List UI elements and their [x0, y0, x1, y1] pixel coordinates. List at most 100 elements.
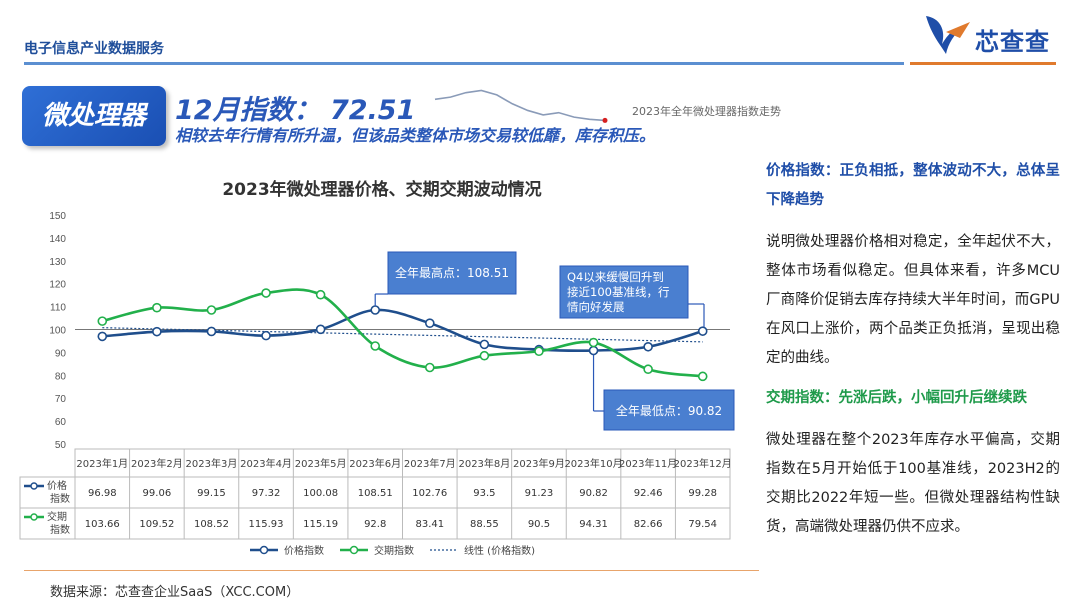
- x-tick-label: 2023年3月: [186, 457, 238, 470]
- y-tick-label: 60: [55, 417, 67, 428]
- table-cell: 83.41: [415, 519, 444, 530]
- data-point: [206, 305, 217, 315]
- table-cell: 103.66: [85, 519, 120, 530]
- max-callout-label: 全年最高点：108.51: [395, 265, 509, 280]
- table-cell: 100.08: [303, 488, 338, 499]
- x-tick-label: 2023年4月: [240, 457, 292, 470]
- data-point: [261, 330, 271, 341]
- x-tick-label: 2023年7月: [404, 457, 456, 470]
- sparkline-last-point: [602, 117, 608, 123]
- x-tick-label: 2023年5月: [295, 457, 347, 470]
- legend-marker: [349, 545, 359, 555]
- table-cell: 91.23: [525, 488, 554, 499]
- row-label-suffix: 指数: [50, 523, 70, 536]
- data-point: [315, 289, 326, 300]
- price-index-text: 说明微处理器价格相对稳定，全年起伏不大，整体市场看似稳定。但具体来看，许多MCU…: [766, 234, 1060, 366]
- table-cell: 99.15: [197, 488, 226, 499]
- table-cell: 94.31: [579, 519, 608, 530]
- sparkline-path: [434, 89, 606, 122]
- min-callout-box: [603, 389, 735, 431]
- row-legend-marker: [30, 513, 38, 521]
- data-point: [534, 346, 544, 357]
- data-point: [97, 316, 108, 326]
- table-cell: 108.51: [358, 488, 393, 499]
- category-badge: 微处理器: [22, 86, 166, 146]
- data-point: [370, 305, 381, 315]
- table-cell: 99.28: [688, 488, 717, 499]
- data-point: [588, 337, 599, 348]
- data-point: [315, 324, 326, 335]
- x-tick-label: 2023年10月: [564, 457, 622, 470]
- y-tick-label: 120: [49, 280, 66, 291]
- legend-label: 交期指数: [374, 544, 414, 557]
- data-point: [588, 345, 599, 356]
- table-cell: 115.19: [303, 519, 338, 530]
- y-tick-label: 70: [55, 394, 67, 405]
- table-cell: 92.46: [634, 488, 663, 499]
- table-cell: 115.93: [249, 519, 284, 530]
- leadtime-index-text: 微处理器在整个2023年库存水平偏高，交期指数在5月开始低于100基准线，202…: [766, 432, 1060, 535]
- data-point: [697, 371, 708, 382]
- y-tick-label: 140: [49, 234, 66, 245]
- row-label-suffix: 指数: [50, 492, 70, 505]
- legend-marker: [259, 545, 269, 555]
- y-tick-label: 50: [55, 440, 67, 451]
- table-cell: 88.55: [470, 519, 499, 530]
- y-tick-label: 150: [49, 211, 66, 222]
- xcc-logo-icon: [926, 16, 970, 54]
- max-callout-box: [387, 251, 517, 295]
- table-cell: 79.54: [688, 519, 717, 530]
- price-index-heading: 价格指数：正负相抵，整体波动不大，总体呈下降趋势: [766, 163, 1060, 208]
- index-sparkline: [434, 89, 608, 123]
- x-tick-label: 2023年11月: [619, 457, 677, 470]
- data-point: [152, 302, 162, 313]
- min-callout-label: 全年最低点：90.82: [616, 403, 722, 418]
- table-cell: 102.76: [412, 488, 447, 499]
- row-legend-marker: [30, 482, 38, 490]
- y-tick-label: 80: [55, 371, 67, 382]
- data-point: [643, 341, 653, 352]
- x-tick-label: 2023年2月: [131, 457, 183, 470]
- table-cell: 82.66: [634, 519, 663, 530]
- x-tick-label: 2023年12月: [674, 457, 732, 470]
- y-tick-label: 130: [49, 257, 66, 268]
- table-cell: 99.06: [143, 488, 172, 499]
- table-cell: 93.5: [473, 488, 495, 499]
- header-divider: [24, 62, 904, 65]
- x-tick-label: 2023年1月: [76, 457, 128, 470]
- data-source: 数据来源：芯查查企业SaaS（XCC.COM）: [50, 585, 300, 600]
- data-point: [697, 326, 708, 336]
- y-tick-label: 100: [49, 326, 66, 337]
- data-point: [152, 326, 162, 337]
- row-label: 价格: [47, 479, 67, 492]
- y-tick-label: 90: [55, 348, 67, 359]
- data-point: [643, 364, 653, 375]
- data-point: [261, 288, 271, 298]
- legend-label-trend: 线性 (价格指数): [464, 544, 535, 557]
- x-tick-label: 2023年6月: [349, 457, 401, 470]
- q4-callout-box: [559, 265, 689, 319]
- source-divider: [24, 570, 759, 571]
- legend-label: 价格指数: [284, 544, 324, 557]
- header-divider-accent: [910, 62, 1056, 65]
- month-index: 12月指数： 72.51: [175, 95, 416, 126]
- x-tick-label: 2023年8月: [458, 457, 510, 470]
- table-cell: 109.52: [139, 519, 174, 530]
- data-point: [97, 331, 108, 342]
- leadtime-index-heading: 交期指数：先涨后跌，小幅回升后继续跌: [766, 390, 1027, 406]
- sparkline-caption: 2023年全年微处理器指数走势: [632, 105, 781, 118]
- data-point: [206, 326, 217, 337]
- data-point: [479, 339, 490, 350]
- table-cell: 97.32: [252, 488, 281, 499]
- data-point: [424, 362, 435, 373]
- data-point: [370, 341, 381, 351]
- table-cell: 90.5: [528, 519, 550, 530]
- row-label: 交期: [47, 510, 67, 523]
- chart-title: 2023年微处理器价格、交期交期波动情况: [222, 180, 542, 200]
- table-cell: 90.82: [579, 488, 608, 499]
- x-tick-label: 2023年9月: [513, 457, 565, 470]
- index-summary: 相较去年行情有所升温，但该品类整体市场交易较低靡，库存积压。: [175, 126, 656, 145]
- y-tick-label: 110: [50, 303, 66, 314]
- category-badge-label: 微处理器: [41, 101, 146, 131]
- table-cell: 92.8: [364, 519, 386, 530]
